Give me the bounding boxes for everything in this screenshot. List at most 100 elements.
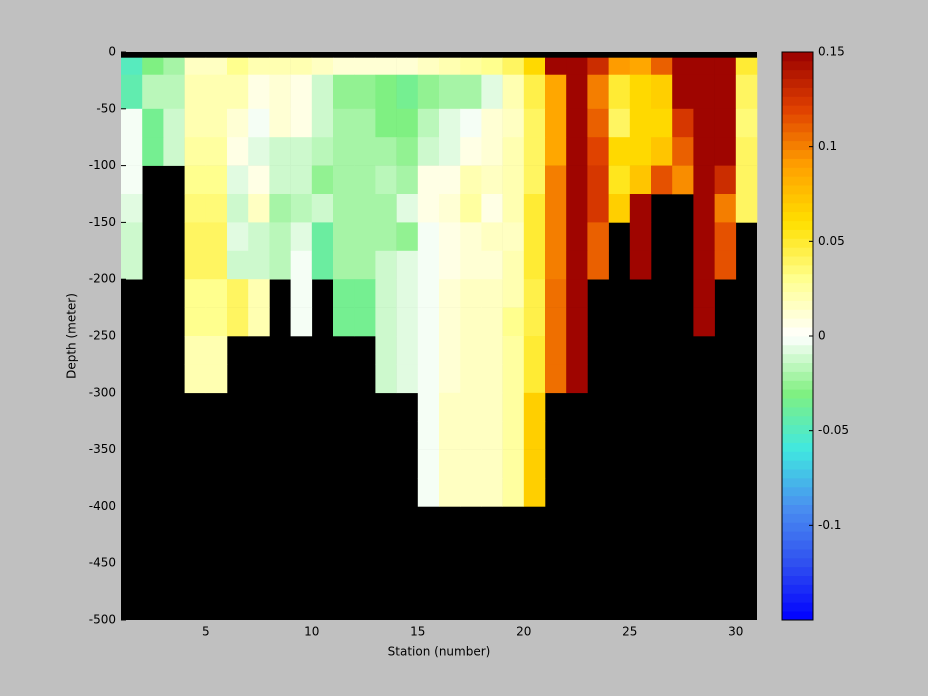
- heat-cell: [333, 57, 355, 76]
- heat-cell: [184, 165, 207, 195]
- heat-cell: [354, 194, 376, 223]
- colorbar-segment: [782, 611, 813, 621]
- heat-cell: [396, 108, 419, 138]
- colorbar-segment: [782, 478, 813, 488]
- heat-cell: [142, 74, 164, 110]
- heat-cell: [396, 137, 419, 166]
- heat-cell: [354, 250, 376, 280]
- heat-cell: [417, 307, 440, 337]
- heat-cell: [651, 108, 673, 138]
- y-tick-label: -250: [89, 329, 116, 343]
- heat-cell: [184, 279, 207, 308]
- heat-cell: [439, 194, 461, 223]
- x-tick-label: 10: [304, 625, 319, 639]
- heat-cell: [375, 108, 397, 138]
- heat-cell: [481, 108, 503, 138]
- heat-cell: [184, 137, 207, 166]
- heat-cell: [205, 57, 228, 76]
- heat-cell: [502, 307, 525, 337]
- heat-cell: [205, 165, 228, 195]
- heat-cell: [184, 222, 207, 252]
- heat-cell: [375, 194, 397, 223]
- colorbar-segment: [782, 557, 813, 568]
- heat-cell: [333, 108, 355, 138]
- heat-cell: [396, 336, 419, 365]
- heat-cell: [523, 307, 546, 337]
- heat-cell: [163, 74, 185, 110]
- heat-cell: [227, 250, 249, 280]
- heat-cell: [502, 279, 525, 308]
- heat-cell: [439, 74, 461, 110]
- heat-cell: [205, 279, 228, 308]
- colorbar-tick-label: -0.05: [818, 423, 849, 437]
- heat-cell: [375, 307, 397, 337]
- colorbar-segment: [782, 78, 813, 88]
- colorbar-segment: [782, 291, 813, 301]
- heat-cell: [460, 478, 482, 507]
- heat-cell: [417, 57, 440, 76]
- colorbar-segment: [782, 309, 813, 319]
- heat-cell: [248, 279, 270, 308]
- heat-cell: [290, 137, 313, 166]
- heat-cell: [354, 279, 376, 308]
- heat-cell: [439, 392, 461, 422]
- heat-cell: [714, 165, 737, 195]
- heat-cell: [693, 137, 715, 166]
- heat-cell: [629, 137, 652, 166]
- colorbar-tick-label: 0.1: [818, 139, 837, 153]
- heat-cell: [460, 449, 482, 479]
- heat-cell: [608, 137, 631, 166]
- heat-cell: [354, 307, 376, 337]
- y-tick-label: -100: [89, 158, 116, 172]
- heat-cell: [502, 108, 525, 138]
- heat-cell: [693, 307, 715, 337]
- heat-cell: [248, 165, 270, 195]
- heat-cell: [311, 57, 334, 76]
- heat-cell: [460, 137, 482, 166]
- heat-cell: [545, 137, 567, 166]
- heat-cell: [311, 194, 334, 223]
- heat-cell: [460, 222, 482, 252]
- heat-cell: [205, 307, 228, 337]
- heat-cell: [629, 250, 652, 280]
- heat-cell: [439, 137, 461, 166]
- heat-cell: [714, 222, 737, 252]
- y-tick-label: -150: [89, 215, 116, 229]
- heat-cell: [502, 421, 525, 450]
- heat-cell: [248, 57, 270, 76]
- colorbar-segment: [782, 149, 813, 159]
- heat-cell: [290, 307, 313, 337]
- colorbar-segment: [782, 265, 813, 275]
- heat-cell: [121, 137, 143, 166]
- heat-cell: [121, 194, 143, 223]
- colorbar-segment: [782, 185, 813, 195]
- heat-cell: [121, 57, 143, 76]
- heat-cell: [460, 57, 482, 76]
- heat-cell: [735, 137, 758, 166]
- colorbar-segment: [782, 389, 813, 399]
- heat-cell: [523, 74, 546, 110]
- heat-cell: [205, 108, 228, 138]
- heat-cell: [290, 279, 313, 308]
- heat-cell: [545, 250, 567, 280]
- heat-cell: [545, 165, 567, 195]
- heat-cell: [396, 57, 419, 76]
- heat-cell: [375, 364, 397, 394]
- heat-cell: [269, 74, 291, 110]
- heat-cell: [481, 222, 503, 252]
- heat-cell: [693, 165, 715, 195]
- x-tick-label: 25: [622, 625, 637, 639]
- heat-cell: [481, 74, 503, 110]
- heat-cell: [735, 74, 758, 110]
- colorbar-segment: [782, 60, 813, 71]
- heat-cell: [545, 307, 567, 337]
- heat-cell: [545, 336, 567, 365]
- colorbar-segment: [782, 282, 813, 293]
- heat-cell: [333, 250, 355, 280]
- heat-cell: [714, 250, 737, 280]
- y-tick-label: -50: [96, 101, 116, 115]
- heat-cell: [269, 222, 291, 252]
- heat-cell: [163, 108, 185, 138]
- heat-cell: [396, 74, 419, 110]
- heat-cell: [523, 250, 546, 280]
